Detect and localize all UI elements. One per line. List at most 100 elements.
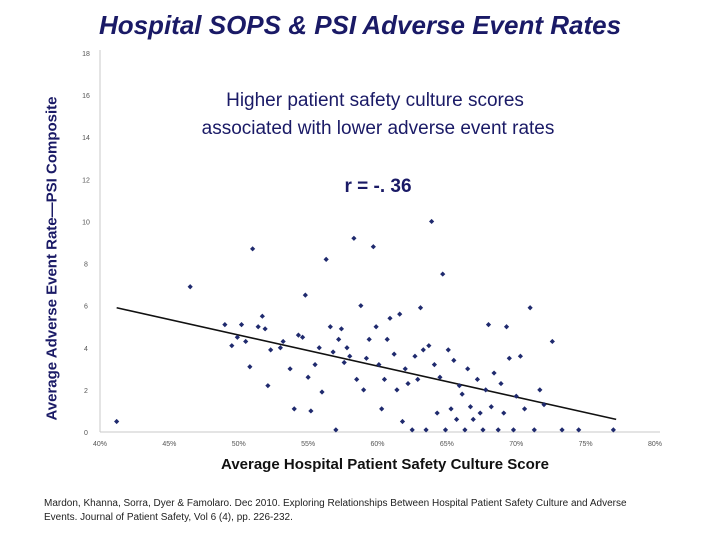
data-point bbox=[255, 324, 261, 330]
x-tick-label: 60% bbox=[370, 441, 384, 448]
data-point bbox=[305, 374, 311, 380]
data-point bbox=[299, 334, 306, 340]
data-point bbox=[483, 387, 489, 393]
data-point bbox=[291, 406, 297, 412]
data-point bbox=[295, 332, 302, 338]
data-point bbox=[287, 366, 293, 372]
data-point bbox=[412, 353, 418, 359]
citation-line-2: Events. Journal of Patient Safety, Vol 6… bbox=[44, 512, 293, 523]
data-point bbox=[358, 303, 364, 309]
data-point bbox=[498, 380, 504, 387]
data-point bbox=[312, 362, 318, 368]
data-point bbox=[610, 427, 616, 433]
data-point bbox=[506, 355, 512, 361]
data-point bbox=[379, 406, 385, 412]
data-point bbox=[462, 427, 468, 433]
data-point bbox=[480, 427, 486, 433]
data-point bbox=[229, 343, 235, 349]
data-point bbox=[302, 292, 308, 298]
data-point bbox=[437, 374, 443, 380]
data-point bbox=[280, 338, 286, 345]
data-points bbox=[114, 218, 616, 433]
data-point bbox=[559, 427, 565, 433]
data-point bbox=[420, 347, 426, 353]
data-point bbox=[541, 402, 547, 408]
data-point bbox=[327, 324, 333, 330]
data-point bbox=[373, 324, 379, 330]
data-point bbox=[363, 355, 369, 361]
data-point bbox=[495, 427, 501, 433]
x-tick-label: 65% bbox=[440, 441, 454, 448]
data-point bbox=[513, 393, 519, 399]
y-tick-label: 12 bbox=[82, 177, 90, 184]
data-point bbox=[491, 370, 497, 376]
y-tick-label: 10 bbox=[82, 219, 90, 226]
data-point bbox=[501, 410, 507, 416]
y-tick-label: 2 bbox=[84, 388, 88, 395]
x-tick-label: 80% bbox=[648, 441, 662, 448]
data-point bbox=[262, 326, 268, 332]
data-point bbox=[344, 345, 350, 351]
data-point bbox=[308, 408, 314, 414]
data-point bbox=[243, 338, 249, 345]
data-point bbox=[405, 380, 411, 387]
data-point bbox=[467, 404, 474, 410]
data-point bbox=[537, 387, 543, 393]
y-tick-label: 4 bbox=[84, 346, 88, 353]
data-point bbox=[330, 349, 336, 355]
data-point bbox=[347, 353, 353, 359]
data-point bbox=[222, 322, 228, 328]
data-point bbox=[531, 427, 537, 433]
data-point bbox=[333, 427, 339, 433]
data-point bbox=[402, 366, 408, 372]
x-tick-label: 50% bbox=[232, 441, 246, 448]
data-point bbox=[549, 338, 555, 345]
data-point bbox=[384, 336, 390, 342]
data-point bbox=[354, 376, 360, 382]
x-tick-label: 40% bbox=[93, 441, 107, 448]
data-point bbox=[474, 376, 480, 382]
x-tick-label: 55% bbox=[301, 441, 315, 448]
data-point bbox=[376, 362, 382, 368]
data-point bbox=[426, 343, 432, 349]
data-point bbox=[440, 271, 446, 277]
data-point bbox=[399, 418, 406, 425]
y-tick-label: 16 bbox=[82, 93, 90, 100]
data-point bbox=[265, 383, 271, 389]
y-tick-label: 0 bbox=[84, 430, 88, 437]
y-tick-label: 18 bbox=[82, 51, 90, 58]
data-point bbox=[114, 418, 120, 425]
data-point bbox=[485, 322, 492, 328]
y-tick-label: 6 bbox=[84, 304, 88, 311]
correlation-label: r = -. 36 bbox=[344, 176, 411, 197]
data-point bbox=[527, 305, 533, 311]
data-point bbox=[387, 315, 393, 321]
data-point bbox=[341, 359, 347, 366]
annotation-line-2: associated with lower adverse event rate… bbox=[202, 118, 555, 139]
y-tick-labels: 0 2 4 6 8 10 12 14 16 18 bbox=[82, 51, 90, 437]
data-point bbox=[465, 366, 471, 372]
data-point bbox=[517, 353, 524, 359]
data-point bbox=[366, 336, 372, 342]
data-point bbox=[503, 324, 510, 330]
data-point bbox=[423, 427, 429, 433]
data-point bbox=[431, 362, 437, 368]
data-point bbox=[238, 322, 245, 328]
citation: Mardon, Khanna, Sorra, Dyer & Famolaro. … bbox=[44, 497, 704, 525]
data-point bbox=[415, 376, 421, 382]
data-point bbox=[451, 357, 457, 364]
annotation-line-1: Higher patient safety culture scores bbox=[226, 90, 524, 111]
data-point bbox=[277, 345, 283, 351]
x-tick-label: 70% bbox=[509, 441, 523, 448]
citation-line-1: Mardon, Khanna, Sorra, Dyer & Famolaro. … bbox=[44, 498, 627, 509]
y-tick-label: 14 bbox=[82, 135, 90, 142]
data-point bbox=[459, 391, 465, 397]
data-point bbox=[434, 410, 440, 416]
x-tick-label: 45% bbox=[162, 441, 176, 448]
data-point bbox=[510, 427, 517, 433]
data-point bbox=[381, 376, 388, 382]
data-point bbox=[453, 416, 460, 422]
data-point bbox=[397, 311, 403, 317]
data-point bbox=[338, 326, 345, 332]
